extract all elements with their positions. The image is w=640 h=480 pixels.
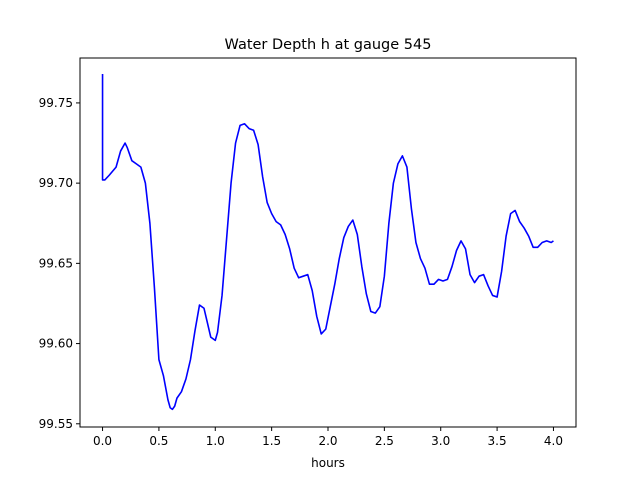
x-axis-label: hours [311,456,345,470]
y-tick-label: 99.70 [39,176,73,190]
y-tick-label: 99.60 [39,337,73,351]
x-tick-label: 3.0 [431,434,450,448]
x-tick-label: 4.0 [544,434,563,448]
y-tick-label: 99.55 [39,417,73,431]
y-axis: 99.55 99.60 99.65 99.70 99.75 [39,96,80,431]
x-axis: 0.0 0.5 1.0 1.5 2.0 2.5 3.0 3.5 4.0 [93,427,563,448]
x-tick-label: 3.5 [488,434,507,448]
x-tick-label: 0.0 [93,434,112,448]
x-tick-label: 1.0 [206,434,225,448]
y-tick-label: 99.75 [39,96,73,110]
x-tick-label: 0.5 [149,434,168,448]
y-tick-label: 99.65 [39,256,73,270]
x-tick-label: 2.0 [318,434,337,448]
series-line-0 [101,74,554,411]
series-layer [101,74,554,411]
x-tick-label: 1.5 [262,434,281,448]
chart-title: Water Depth h at gauge 545 [225,37,432,53]
x-tick-label: 2.5 [375,434,394,448]
